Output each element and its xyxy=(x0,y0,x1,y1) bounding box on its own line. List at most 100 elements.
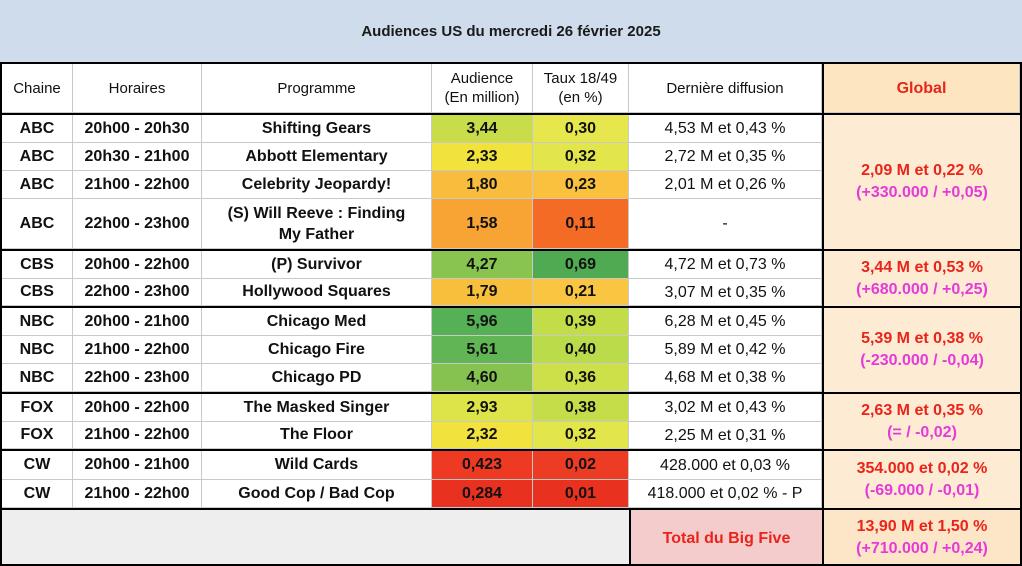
cell-derniere: 2,72 M et 0,35 % xyxy=(629,143,822,171)
cell-programme: Wild Cards xyxy=(202,451,432,480)
cell-horaires: 20h00 - 21h00 xyxy=(73,308,202,336)
cell-derniere: 5,89 M et 0,42 % xyxy=(629,336,822,364)
cell-taux: 0,02 xyxy=(533,451,629,480)
cell-chaine: ABC xyxy=(2,115,73,143)
cell-programme: Chicago Fire xyxy=(202,336,432,364)
global-cw: 354.000 et 0,02 % (-69.000 / -0,01) xyxy=(824,451,1020,508)
total-value-line1: 13,90 M et 1,50 % xyxy=(856,518,988,535)
cell-taux: 0,01 xyxy=(533,480,629,508)
cell-chaine: ABC xyxy=(2,171,73,199)
global-change: (+330.000 / +0,05) xyxy=(856,184,988,201)
cell-taux: 0,30 xyxy=(533,115,629,143)
header-horaires: Horaires xyxy=(73,64,202,113)
cell-chaine: CBS xyxy=(2,251,73,279)
cell-audience: 2,33 xyxy=(432,143,533,171)
global-change: (-230.000 / -0,04) xyxy=(860,352,984,369)
cell-programme: Hollywood Squares xyxy=(202,279,432,306)
cell-taux: 0,11 xyxy=(533,199,629,249)
global-value: 5,39 M et 0,38 % xyxy=(861,330,983,347)
cell-chaine: NBC xyxy=(2,308,73,336)
cell-taux: 0,39 xyxy=(533,308,629,336)
global-value: 2,63 M et 0,35 % xyxy=(861,401,983,419)
cell-horaires: 22h00 - 23h00 xyxy=(73,364,202,392)
cell-audience: 0,423 xyxy=(432,451,533,480)
cell-audience: 1,79 xyxy=(432,279,533,306)
cell-programme: Chicago PD xyxy=(202,364,432,392)
cell-chaine: CBS xyxy=(2,279,73,306)
cell-chaine: FOX xyxy=(2,394,73,422)
programme-line1: (S) Will Reeve : Finding xyxy=(227,204,406,222)
cell-horaires: 21h00 - 22h00 xyxy=(73,171,202,199)
cell-horaires: 20h00 - 20h30 xyxy=(73,115,202,143)
cell-horaires: 20h00 - 22h00 xyxy=(73,394,202,422)
cell-taux: 0,32 xyxy=(533,143,629,171)
header-taux-line2: (en %) xyxy=(558,89,603,106)
global-cbs: 3,44 M et 0,53 % (+680.000 / +0,25) xyxy=(824,251,1020,306)
cell-derniere: 2,01 M et 0,26 % xyxy=(629,171,822,199)
header-derniere: Dernière diffusion xyxy=(629,64,822,113)
global-abc: 2,09 M et 0,22 % (+330.000 / +0,05) xyxy=(824,115,1020,249)
cell-chaine: CW xyxy=(2,451,73,480)
global-value: 2,09 M et 0,22 % xyxy=(861,162,983,179)
cell-audience: 4,27 xyxy=(432,251,533,279)
cell-taux: 0,40 xyxy=(533,336,629,364)
cell-taux: 0,38 xyxy=(533,394,629,422)
footer-empty xyxy=(2,510,629,566)
cell-programme: The Floor xyxy=(202,422,432,449)
cell-audience: 2,93 xyxy=(432,394,533,422)
cell-derniere: 3,02 M et 0,43 % xyxy=(629,394,822,422)
cell-chaine: CW xyxy=(2,480,73,508)
header-chaine: Chaine xyxy=(2,64,73,113)
cell-horaires: 22h00 - 23h00 xyxy=(73,279,202,306)
global-nbc: 5,39 M et 0,38 % (-230.000 / -0,04) xyxy=(824,308,1020,392)
global-change: (= / -0,02) xyxy=(887,423,957,441)
cell-horaires: 21h00 - 22h00 xyxy=(73,422,202,449)
cell-audience: 5,96 xyxy=(432,308,533,336)
cell-chaine: ABC xyxy=(2,143,73,171)
cell-audience: 3,44 xyxy=(432,115,533,143)
cell-taux: 0,36 xyxy=(533,364,629,392)
global-change: (+680.000 / +0,25) xyxy=(856,280,988,298)
cell-programme: Celebrity Jeopardy! xyxy=(202,171,432,199)
header-global: Global xyxy=(824,64,1020,113)
cell-programme: The Masked Singer xyxy=(202,394,432,422)
total-label: Total du Big Five xyxy=(631,510,822,566)
cell-taux: 0,23 xyxy=(533,171,629,199)
cell-taux: 0,32 xyxy=(533,422,629,449)
cell-horaires: 21h00 - 22h00 xyxy=(73,480,202,508)
cell-programme: Good Cop / Bad Cop xyxy=(202,480,432,508)
cell-audience: 0,284 xyxy=(432,480,533,508)
global-change: (-69.000 / -0,01) xyxy=(864,481,980,499)
global-value: 3,44 M et 0,53 % xyxy=(861,258,983,276)
programme-line2: My Father xyxy=(278,225,355,243)
table-title: Audiences US du mercredi 26 février 2025 xyxy=(0,0,1022,62)
cell-horaires: 21h00 - 22h00 xyxy=(73,336,202,364)
cell-derniere: 2,25 M et 0,31 % xyxy=(629,422,822,449)
cell-taux: 0,69 xyxy=(533,251,629,279)
cell-derniere: 6,28 M et 0,45 % xyxy=(629,308,822,336)
cell-chaine: FOX xyxy=(2,422,73,449)
cell-derniere: 418.000 et 0,02 % - P xyxy=(629,480,822,508)
cell-derniere: 4,68 M et 0,38 % xyxy=(629,364,822,392)
header-taux-line1: Taux 18/49 xyxy=(543,70,618,87)
total-value: 13,90 M et 1,50 % (+710.000 / +0,24) xyxy=(824,510,1020,566)
header-audience-line2: (En million) xyxy=(444,89,520,106)
global-fox: 2,63 M et 0,35 % (= / -0,02) xyxy=(824,394,1020,449)
total-value-line2: (+710.000 / +0,24) xyxy=(856,540,988,557)
cell-derniere: 3,07 M et 0,35 % xyxy=(629,279,822,306)
header-audience-line1: Audience xyxy=(450,70,514,87)
cell-audience: 4,60 xyxy=(432,364,533,392)
cell-derniere: 4,53 M et 0,43 % xyxy=(629,115,822,143)
global-value: 354.000 et 0,02 % xyxy=(856,459,988,477)
cell-derniere: 4,72 M et 0,73 % xyxy=(629,251,822,279)
cell-taux: 0,21 xyxy=(533,279,629,306)
cell-programme: (P) Survivor xyxy=(202,251,432,279)
cell-chaine: NBC xyxy=(2,336,73,364)
cell-derniere: 428.000 et 0,03 % xyxy=(629,451,822,480)
cell-programme: Abbott Elementary xyxy=(202,143,432,171)
cell-chaine: NBC xyxy=(2,364,73,392)
cell-chaine: ABC xyxy=(2,199,73,249)
cell-horaires: 20h00 - 22h00 xyxy=(73,251,202,279)
cell-programme: Chicago Med xyxy=(202,308,432,336)
